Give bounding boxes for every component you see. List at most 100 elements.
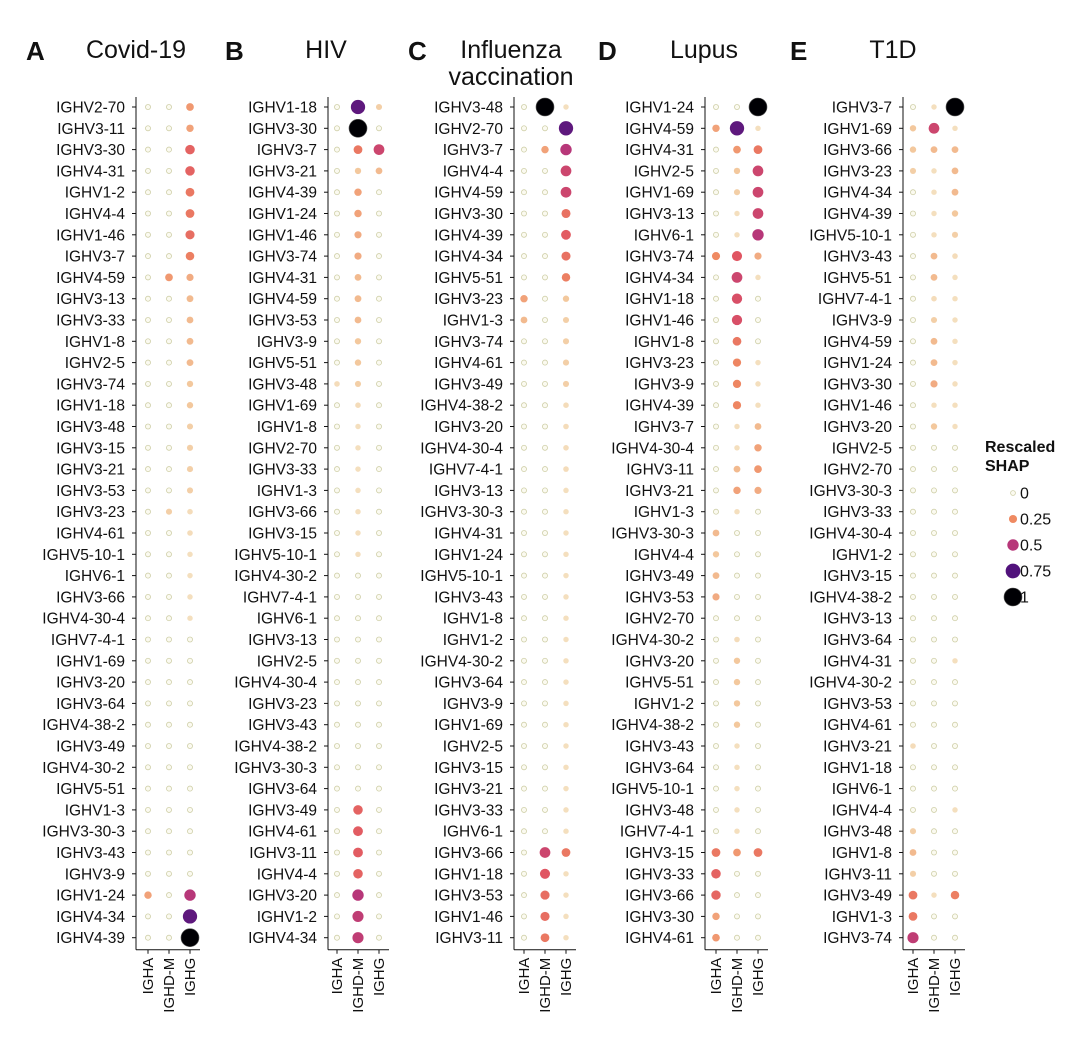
shap-dot	[563, 636, 569, 643]
panel-letter: C	[408, 36, 427, 66]
row-label: IGHV3-49	[823, 888, 892, 905]
shap-dot	[353, 805, 363, 815]
shap-dot	[931, 210, 937, 217]
shap-dot	[144, 891, 152, 899]
shap-dot	[952, 317, 958, 323]
shap-dot	[355, 593, 361, 600]
shap-dot	[355, 423, 361, 430]
shap-dot	[563, 508, 569, 515]
row-label: IGHV4-30-2	[420, 653, 503, 670]
shap-dot	[931, 806, 937, 813]
shap-dot	[145, 785, 151, 792]
shap-dot	[752, 186, 764, 198]
shap-dot	[754, 486, 762, 494]
shap-dot	[166, 934, 172, 941]
shap-dot	[542, 444, 548, 451]
shap-dot	[755, 764, 761, 771]
shap-dot	[354, 316, 362, 324]
shap-dot	[952, 934, 958, 941]
row-label: IGHV3-74	[625, 249, 694, 266]
row-label: IGHV4-31	[823, 653, 892, 670]
shap-dot	[910, 402, 916, 409]
shap-dot	[733, 657, 741, 664]
shap-dot	[542, 764, 548, 771]
shap-dot	[952, 807, 958, 813]
shap-dot	[734, 423, 740, 430]
row-label: IGHV3-9	[832, 313, 892, 330]
shap-dot	[376, 253, 382, 260]
shap-dot	[145, 125, 151, 132]
shap-dot	[952, 295, 958, 302]
row-label: IGHV3-64	[56, 696, 125, 713]
shap-dot	[521, 615, 527, 622]
row-label: IGHV3-74	[56, 376, 125, 393]
shap-dot	[755, 359, 761, 366]
panel-title: vaccination	[448, 63, 573, 91]
shap-dot	[952, 402, 958, 408]
shap-dot	[563, 594, 569, 600]
row-label: IGHV4-38-2	[42, 717, 125, 734]
shap-dot	[187, 508, 193, 515]
shap-dot	[521, 764, 527, 771]
row-label: IGHV1-24	[248, 206, 317, 223]
shap-dot	[930, 423, 938, 430]
isotype-label: IGHD-M	[161, 958, 178, 1013]
shap-dot	[166, 764, 172, 771]
shap-dot	[931, 402, 937, 408]
shap-dot	[713, 679, 719, 686]
shap-dot	[334, 551, 340, 558]
row-label: IGHV2-70	[248, 440, 317, 457]
shap-dot	[952, 593, 958, 600]
shap-dot	[334, 849, 340, 856]
shap-dot	[521, 210, 527, 217]
shap-dot	[334, 700, 340, 707]
shap-dot	[166, 721, 172, 728]
shap-dot	[521, 636, 527, 643]
shap-dot	[166, 444, 172, 451]
shap-dot	[952, 764, 958, 771]
shap-dot	[931, 700, 937, 707]
shap-dot	[334, 636, 340, 643]
shap-dot	[931, 551, 937, 558]
shap-dot	[376, 934, 382, 941]
shap-dot	[521, 338, 527, 345]
shap-dot	[563, 700, 569, 707]
shap-dot	[145, 849, 151, 856]
row-label: IGHV1-3	[832, 909, 892, 926]
shap-dot	[376, 913, 382, 920]
shap-dot	[755, 593, 761, 600]
shap-dot	[334, 125, 340, 132]
legend-dot	[1003, 587, 1023, 607]
shap-dot	[355, 679, 361, 686]
shap-dot	[166, 849, 172, 856]
shap-dot	[166, 317, 172, 323]
shap-dot	[376, 679, 382, 686]
shap-dot	[334, 317, 340, 323]
shap-dot	[558, 121, 574, 136]
row-label: IGHV3-13	[434, 483, 503, 500]
row-label: IGHV4-39	[434, 227, 503, 244]
row-label: IGHV3-74	[248, 249, 317, 266]
shap-dot	[185, 187, 195, 197]
shap-dot	[145, 572, 151, 579]
shap-dot	[752, 208, 764, 219]
shap-dot	[563, 743, 569, 749]
row-label: IGHV3-64	[248, 781, 317, 798]
shap-dot	[542, 210, 548, 217]
row-label: IGHV4-30-4	[42, 611, 125, 628]
shap-dot	[729, 121, 745, 136]
shap-dot	[521, 146, 527, 153]
shap-dot	[542, 806, 548, 813]
shap-dot	[563, 402, 569, 409]
shap-dot	[334, 295, 340, 302]
row-label: IGHV1-2	[832, 547, 892, 564]
shap-dot	[521, 104, 527, 110]
shap-dot	[931, 168, 937, 174]
shap-dot	[187, 764, 193, 771]
shap-dot	[145, 146, 151, 153]
shap-dot	[376, 849, 382, 856]
shap-dot	[755, 806, 761, 813]
row-label: IGHV3-53	[823, 696, 892, 713]
shap-dot	[334, 828, 340, 835]
